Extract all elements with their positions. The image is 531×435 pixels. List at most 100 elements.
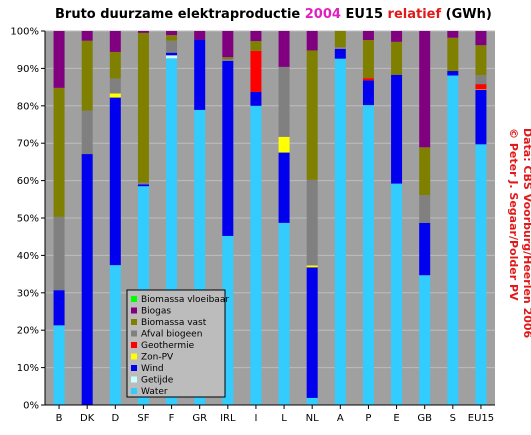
x-tick-label: GR (192, 413, 207, 424)
legend-swatch-wind (131, 365, 137, 371)
bar-segment-irl-biomassa-vast (222, 57, 234, 60)
bar-segment-i-geothermie (250, 50, 262, 92)
y-tick-label: 100% (10, 27, 39, 38)
bar-segment-a-wind (334, 48, 346, 59)
bar-segment-gb-water (419, 275, 431, 405)
x-tick-label: L (281, 413, 287, 424)
legend-label-getijde: Getijde (141, 376, 174, 386)
bar-segment-nl-wind (306, 267, 318, 398)
bar-segment-d-zon-pv (109, 93, 121, 98)
bar-segment-nl-zon-pv (306, 265, 318, 268)
bar-segment-l-water (278, 222, 290, 405)
legend-label-biomassa-vloeibaar: Biomassa vloeibaar (141, 295, 229, 305)
bar-segment-f-water (166, 58, 178, 406)
bar-segment-dk-biogas (81, 31, 93, 41)
x-tick-label: I (254, 413, 257, 424)
bar-segment-p-biogas (362, 31, 374, 40)
x-tick-label: D (111, 413, 119, 424)
x-tick-label: P (365, 413, 371, 424)
bar-segment-eu15-zon-pv (475, 89, 487, 90)
x-tick-label: B (56, 413, 63, 424)
legend-label-geothermie: Geothermie (141, 341, 195, 351)
bar-segment-i-biogas (250, 31, 262, 42)
bar-segment-eu15-water (475, 144, 487, 405)
title-part2: EU15 (341, 7, 388, 22)
y-tick-label: 10% (17, 363, 39, 374)
bar-segment-nl-afval-biogeen (306, 179, 318, 266)
bar-segment-s-biomassa-vast (447, 37, 459, 72)
bar-segment-eu15-wind (475, 89, 487, 145)
bar-segment-d-water (109, 265, 121, 405)
x-tick-label: S (450, 413, 456, 424)
bar-segment-gr-biogas (194, 31, 206, 40)
credit-line: Data: CBS Voorburg/Heerlen 2006 (521, 128, 531, 339)
bar-segment-gb-biogas (419, 31, 431, 148)
bar-segment-dk-afval-biogeen (81, 110, 93, 155)
legend-swatch-water (131, 388, 137, 394)
bar-segment-gr-wind (194, 39, 206, 110)
y-tick-label: 50% (17, 214, 39, 225)
bar-segment-eu15-geothermie (475, 84, 487, 90)
x-tick-label: DK (80, 413, 95, 424)
bar-segment-b-wind (53, 290, 65, 326)
bar-segment-l-afval-biogeen (278, 66, 290, 137)
legend-label-biogas: Biogas (141, 307, 171, 317)
legend-label-biomassa-vast: Biomassa vast (141, 318, 207, 328)
credit: © Peter J. Segaar/Polder PV Data: CBS Voo… (507, 128, 531, 339)
y-tick-label: 30% (17, 288, 39, 299)
bar-segment-eu15-afval-biogeen (475, 75, 487, 85)
chart-title: Bruto duurzame elektraproductie 2004 EU1… (55, 7, 492, 22)
x-tick-label: SF (137, 413, 149, 424)
x-tick-label: A (337, 413, 344, 424)
legend-label-zon-pv: Zon-PV (141, 353, 174, 363)
bar-segment-d-wind (109, 97, 121, 266)
bar-segment-a-afval-biogeen (334, 47, 346, 49)
bar-segment-irl-wind (222, 60, 234, 236)
plot-area: 0% 10% 20% 30% 40% 50% 60% 70% 80% 90% 100% B DK D SF F… (10, 27, 495, 424)
legend-swatch-getijde (131, 376, 137, 383)
bar-segment-a-water (334, 58, 346, 406)
legend-swatch-biogas (131, 307, 137, 314)
legend-swatch-biomassa-vloeibaar (131, 296, 137, 302)
legend-swatch-zon-pv (131, 353, 137, 360)
bar-segment-sf-afval-biogeen (137, 182, 149, 185)
bar-segment-gb-biomassa-vast (419, 147, 431, 196)
bar-segment-irl-biogas (222, 31, 234, 58)
y-tick-label: 20% (17, 326, 39, 337)
bar-segment-i-water (250, 105, 262, 406)
bar-segment-gb-afval-biogeen (419, 195, 431, 223)
bar-segment-s-wind (447, 71, 459, 76)
bar-segment-s-water (447, 75, 459, 405)
title-year: 2004 (305, 7, 341, 22)
bar-segment-gr-water (194, 109, 206, 405)
y-tick-label: 0% (23, 401, 39, 412)
bar-segment-e-water (391, 183, 403, 405)
bar-segment-b-water (53, 325, 65, 405)
bar-segment-b-afval-biogeen (53, 216, 65, 291)
bar-segment-e-biogas (391, 31, 403, 42)
bar-segment-eu15-biogas (475, 31, 487, 46)
legend-swatch-biomassa-vast (131, 319, 137, 325)
y-tick-label: 40% (17, 251, 39, 262)
legend-box (126, 289, 226, 398)
y-tick-label: 80% (17, 101, 39, 112)
x-tick-label: NL (306, 413, 319, 424)
bar-segment-p-water (362, 105, 374, 406)
bar-segment-l-wind (278, 152, 290, 223)
bar-segment-b-biomassa-vast (53, 87, 65, 217)
bar-segment-nl-biomassa-vast (306, 50, 318, 180)
legend-label-afval-biogeen: Afval biogeen (141, 330, 202, 340)
x-tick-label: IRL (220, 413, 236, 424)
title-part1: Bruto duurzame elektraproductie (55, 7, 305, 22)
bar-segment-f-biogas (166, 31, 178, 36)
legend-label-water: Water (141, 387, 168, 397)
bar-segment-irl-afval-biogeen (222, 59, 234, 61)
bar-segment-nl-water (306, 397, 318, 405)
credit-line: © Peter J. Segaar/Polder PV (507, 128, 520, 301)
bar-segment-p-wind (362, 80, 374, 106)
x-tick-label: F (169, 413, 175, 424)
y-tick-label: 90% (17, 64, 39, 75)
